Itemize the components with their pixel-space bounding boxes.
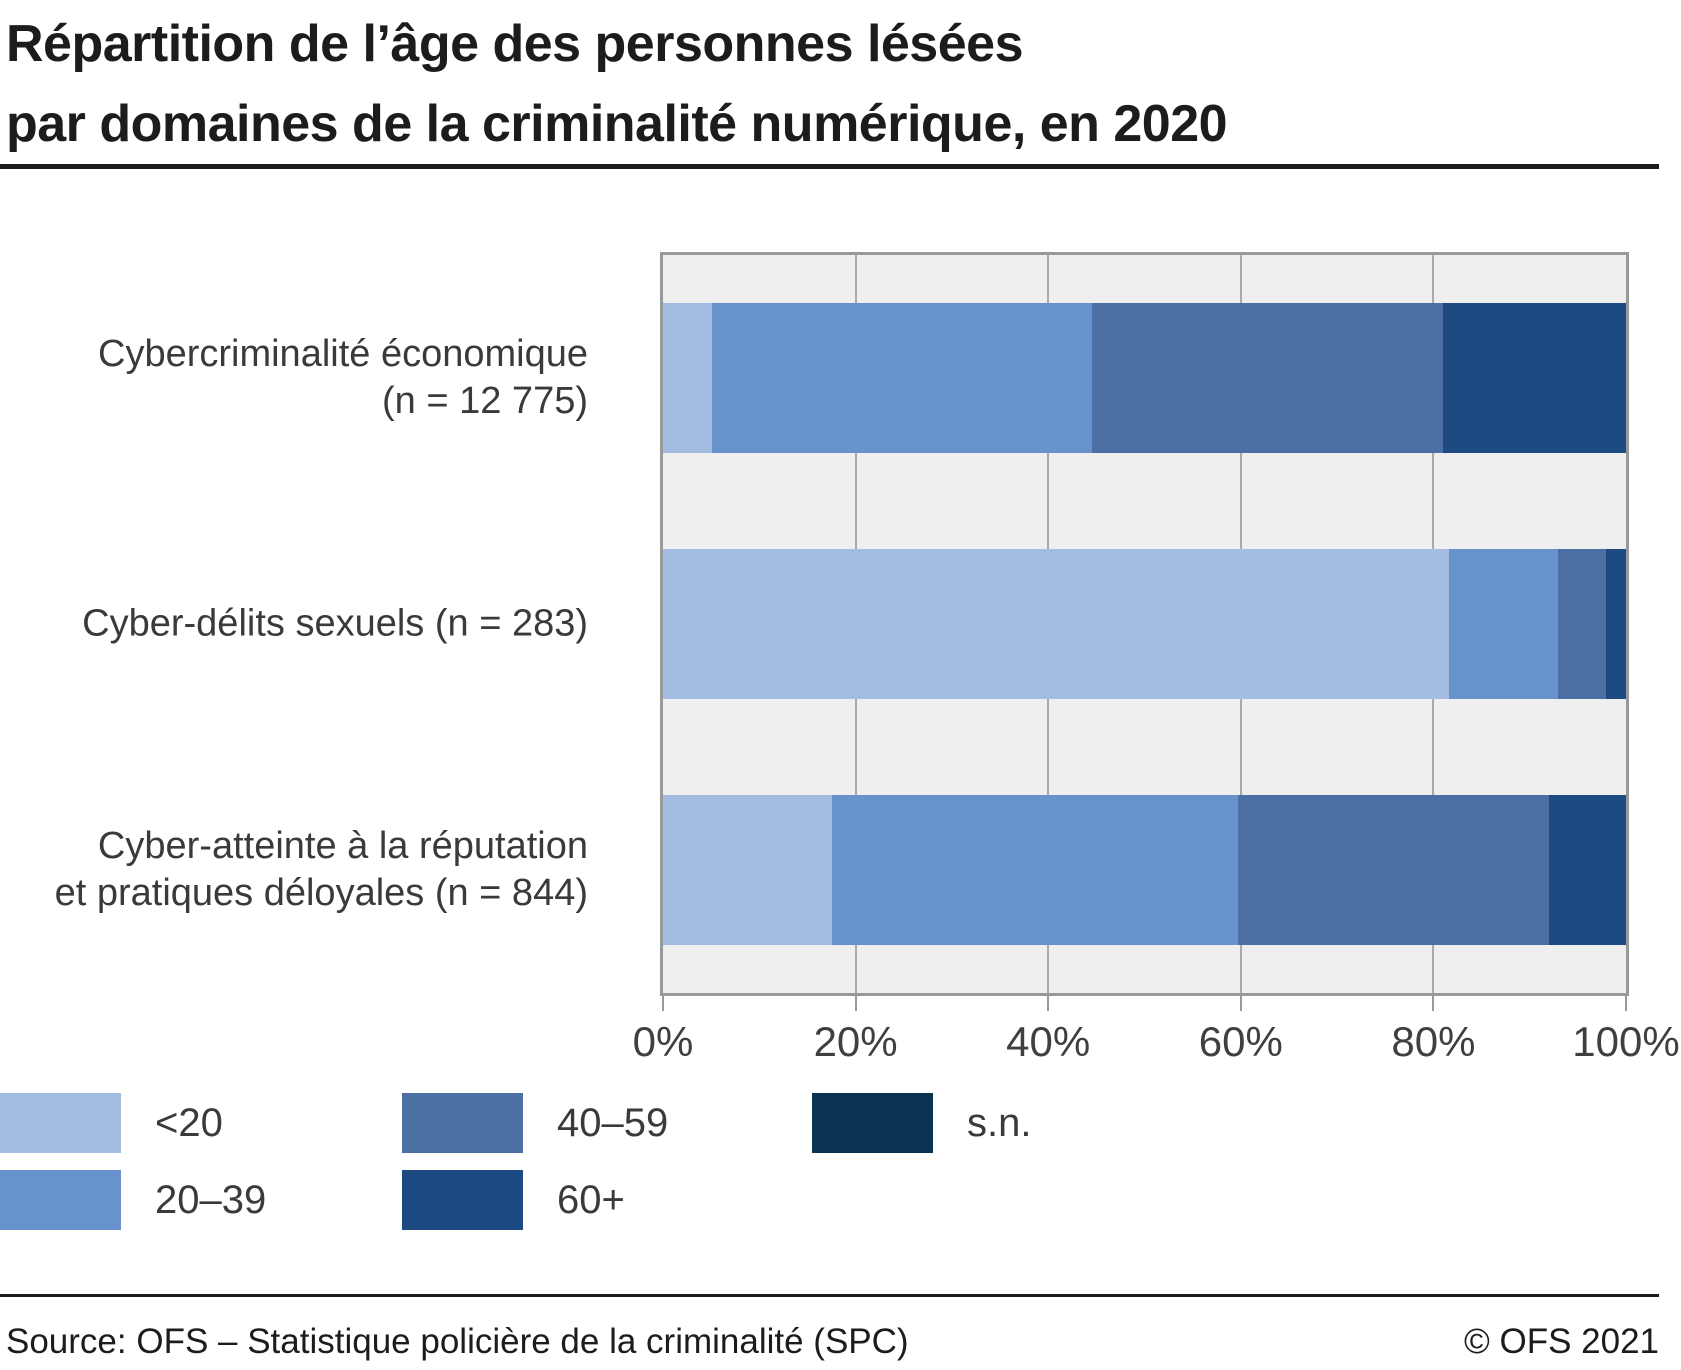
legend-label: s.n. bbox=[967, 1100, 1032, 1145]
bar-segment bbox=[1605, 549, 1626, 699]
bar-segment bbox=[1548, 795, 1626, 945]
bar-segment bbox=[1557, 549, 1606, 699]
axis-tick bbox=[1239, 996, 1242, 1011]
legend-item: 40–59 bbox=[402, 1093, 812, 1153]
legend-item: <20 bbox=[0, 1093, 402, 1153]
legend-label: 40–59 bbox=[557, 1100, 669, 1145]
legend-label: 60+ bbox=[557, 1177, 625, 1222]
bar-segment bbox=[663, 303, 713, 453]
bar-segment bbox=[663, 549, 1449, 699]
legend-item: s.n. bbox=[812, 1093, 1660, 1153]
legend-swatch bbox=[812, 1093, 933, 1153]
axis-tick-label: 0% bbox=[632, 1018, 694, 1065]
legend-swatch bbox=[0, 1170, 121, 1230]
bar-segment bbox=[1237, 795, 1549, 945]
category-label-line: et pratiques déloyales (n = 844) bbox=[54, 872, 588, 914]
axis-tick-label: 100% bbox=[1572, 1018, 1680, 1065]
bar-row bbox=[663, 303, 1626, 453]
legend-swatch bbox=[402, 1093, 523, 1153]
legend: <20 20–39 40–59 60+ s.n. bbox=[0, 1093, 1660, 1230]
axis-tick-label: 60% bbox=[1198, 1018, 1283, 1065]
bar-row bbox=[663, 795, 1626, 945]
top-divider bbox=[0, 164, 1659, 169]
axis-tick bbox=[1047, 996, 1050, 1011]
category-label: Cyber-atteinte à la réputation et pratiqu… bbox=[0, 823, 588, 917]
source-text: Source: OFS – Statistique policière de l… bbox=[6, 1322, 909, 1361]
axis-tick bbox=[854, 996, 857, 1011]
category-label: Cyber-délits sexuels (n = 283) bbox=[0, 601, 588, 648]
axis-tick-label: 40% bbox=[1006, 1018, 1091, 1065]
axis-tick-label: 20% bbox=[813, 1018, 898, 1065]
legend-swatch bbox=[402, 1170, 523, 1230]
category-label-line: (n = 12 775) bbox=[382, 380, 588, 422]
bar-segment bbox=[1091, 303, 1444, 453]
category-label: Cybercriminalité économique (n = 12 775) bbox=[0, 331, 588, 425]
bar-row bbox=[663, 549, 1626, 699]
bar-segment bbox=[712, 303, 1092, 453]
legend-swatch bbox=[0, 1093, 121, 1153]
legend-item: 20–39 bbox=[0, 1170, 402, 1230]
x-axis: 0% 20% 40% 60% 80% 100% bbox=[633, 996, 1680, 1076]
legend-label: 20–39 bbox=[155, 1177, 267, 1222]
category-label-line: Cyber-délits sexuels (n = 283) bbox=[82, 602, 588, 645]
chart-title-line1: Répartition de l’âge des personnes lésée… bbox=[6, 15, 1024, 73]
category-label-line: Cyber-atteinte à la réputation bbox=[97, 825, 588, 867]
legend-item: 60+ bbox=[402, 1170, 812, 1230]
chart-title: Répartition de l’âge des personnes lésée… bbox=[6, 4, 1656, 164]
axis-tick bbox=[1432, 996, 1435, 1011]
bar-segment bbox=[1443, 303, 1626, 453]
axis-tick bbox=[662, 996, 664, 1011]
bar-segment bbox=[831, 795, 1238, 945]
category-labels: Cybercriminalité économique (n = 12 775) C… bbox=[0, 252, 588, 996]
bar-segment bbox=[663, 795, 832, 945]
chart-title-line2: par domaines de la criminalité numérique… bbox=[6, 95, 1228, 153]
category-label-line: Cybercriminalité économique bbox=[98, 333, 588, 375]
axis-tick-label: 80% bbox=[1391, 1018, 1476, 1065]
plot-area bbox=[660, 252, 1629, 996]
bottom-divider bbox=[0, 1294, 1659, 1297]
copyright-text: © OFS 2021 bbox=[1463, 1322, 1659, 1361]
bar-segment bbox=[1448, 549, 1558, 699]
legend-label: <20 bbox=[155, 1100, 223, 1145]
footer: Source: OFS – Statistique policière de l… bbox=[0, 1322, 1659, 1362]
axis-tick bbox=[1625, 996, 1627, 1011]
